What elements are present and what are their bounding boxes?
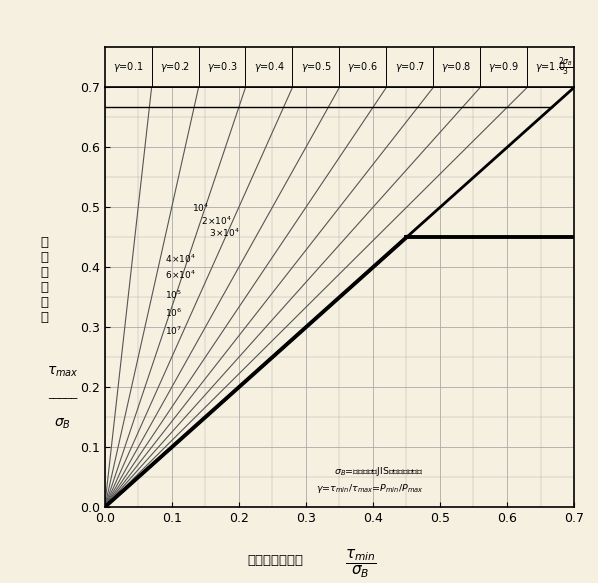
Text: $\gamma$=0.9: $\gamma$=0.9 [489,60,519,74]
Text: $3\!\times\!10^4$: $3\!\times\!10^4$ [209,226,240,239]
Text: $10^5$: $10^5$ [165,288,182,300]
Text: $\gamma$=0.2: $\gamma$=0.2 [160,60,190,74]
Text: $\sigma_B$: $\sigma_B$ [54,417,71,431]
Text: $\gamma$=0.1: $\gamma$=0.1 [113,60,144,74]
Text: $\gamma$=0.7: $\gamma$=0.7 [395,60,425,74]
Text: ─────: ───── [48,394,78,405]
Text: $10^4$: $10^4$ [192,201,209,213]
Text: $\dfrac{\tau_{min}}{\sigma_B}$: $\dfrac{\tau_{min}}{\sigma_B}$ [346,548,377,580]
Text: $6\!\times\!10^4$: $6\!\times\!10^4$ [165,268,196,281]
Text: $\gamma$=0.4: $\gamma$=0.4 [254,60,285,74]
Text: 下限応力係数: 下限応力係数 [248,554,304,567]
Text: 上
限
応
力
係
数: 上 限 応 力 係 数 [41,236,49,324]
Text: $4\!\times\!10^4$: $4\!\times\!10^4$ [165,252,196,265]
Text: $2\!\times\!10^4$: $2\!\times\!10^4$ [200,215,231,227]
Text: $\gamma$=0.8: $\gamma$=0.8 [441,60,472,74]
Text: $\gamma$=$\tau_{min}$/$\tau_{max}$=$P_{min}$/$P_{max}$: $\gamma$=$\tau_{min}$/$\tau_{max}$=$P_{m… [316,482,424,495]
Text: $10^7$: $10^7$ [165,324,182,336]
Text: $\gamma$=0.3: $\gamma$=0.3 [207,60,237,74]
Text: $\gamma$=1.0: $\gamma$=1.0 [535,60,566,74]
Text: $\sigma_B$=引張強さ（JIS規格の下限値）: $\sigma_B$=引張強さ（JIS規格の下限値） [334,465,424,478]
Text: $\gamma$=0.6: $\gamma$=0.6 [347,60,378,74]
Text: $10^6$: $10^6$ [165,306,182,318]
Text: $\frac{2\sigma_B}{3}$: $\frac{2\sigma_B}{3}$ [559,56,574,78]
Text: $\gamma$=0.5: $\gamma$=0.5 [301,60,331,74]
Text: $\tau_{max}$: $\tau_{max}$ [47,364,78,379]
